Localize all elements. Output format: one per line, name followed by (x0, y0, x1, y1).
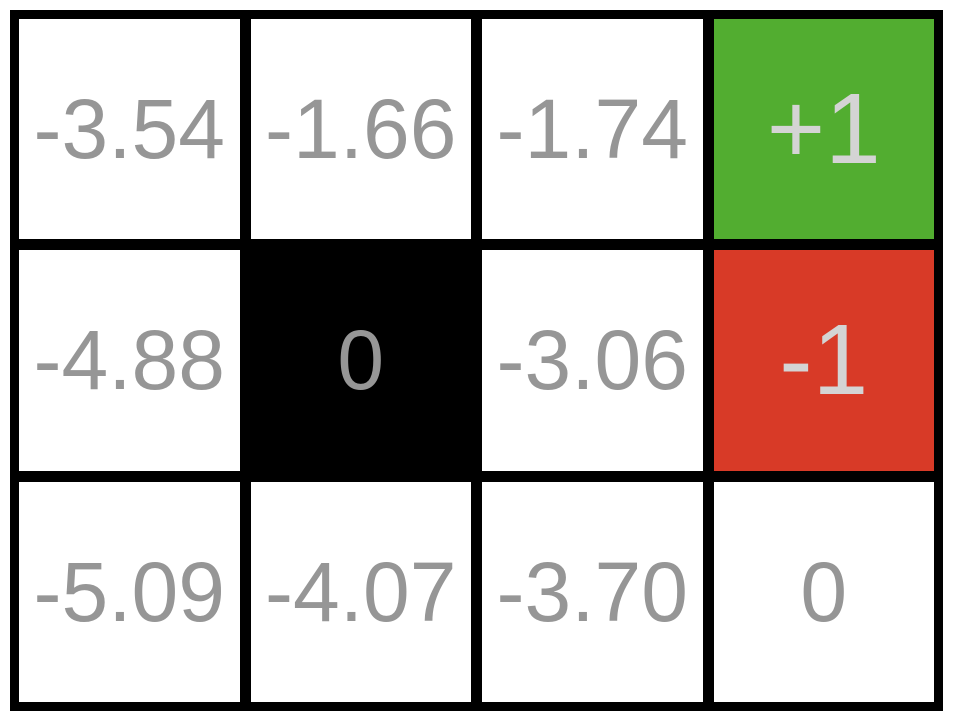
grid-cell-r2c0-value: -5.09 (19, 481, 240, 702)
cell-value: -3.06 (496, 313, 688, 408)
grid-cell-r0c1-value: -1.66 (250, 19, 471, 240)
gridworld-grid: -3.54 -1.66 -1.74 +1 -4.88 0 -3.06 -1 -5.09 -4.07… (10, 10, 943, 711)
grid-cell-r0c3-terminal_positive: +1 (713, 19, 934, 240)
grid-cell-r1c1-wall: 0 (250, 250, 471, 471)
cell-value: -4.88 (33, 313, 225, 408)
grid-cell-r1c0-value: -4.88 (19, 250, 240, 471)
grid-cell-r2c1-value: -4.07 (250, 481, 471, 702)
grid-cell-r1c2-value: -3.06 (482, 250, 703, 471)
cell-value: -1.74 (496, 82, 688, 177)
grid-cell-r2c3-value: 0 (713, 481, 934, 702)
cell-value: -3.70 (496, 544, 688, 639)
grid-cell-r2c2-value: -3.70 (482, 481, 703, 702)
cell-value: -5.09 (33, 544, 225, 639)
cell-value: 0 (800, 544, 848, 639)
cell-value: 0 (337, 313, 385, 408)
cell-value: -1.66 (265, 82, 457, 177)
cell-value: -4.07 (265, 544, 457, 639)
grid-cell-r0c2-value: -1.74 (482, 19, 703, 240)
grid-cell-r0c0-value: -3.54 (19, 19, 240, 240)
cell-value: -3.54 (33, 82, 225, 177)
cell-value: +1 (766, 73, 881, 186)
cell-value: -1 (779, 304, 869, 417)
grid-cell-r1c3-terminal_negative: -1 (713, 250, 934, 471)
